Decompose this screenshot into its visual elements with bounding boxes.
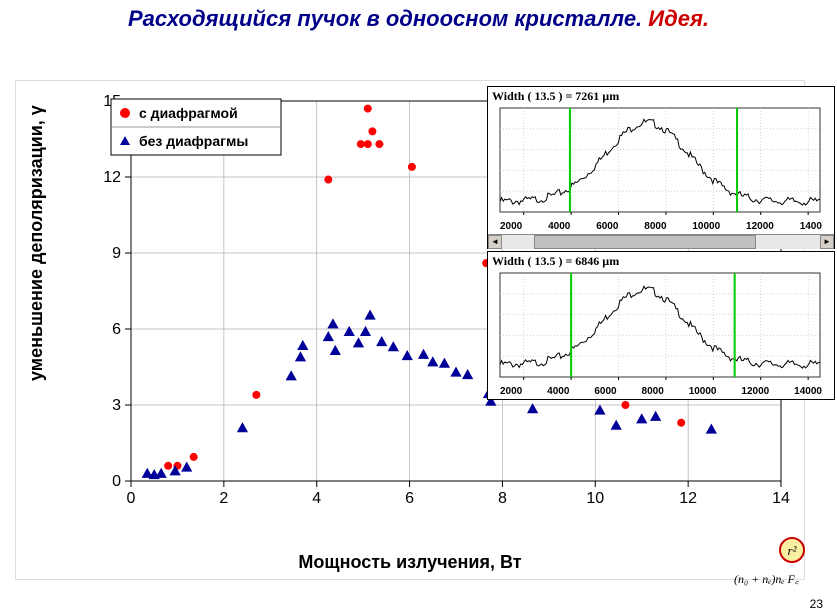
r-squared-badge: r² — [779, 537, 805, 563]
svg-text:с диафрагмой: с диафрагмой — [139, 105, 238, 121]
svg-text:6: 6 — [112, 321, 121, 338]
svg-text:0: 0 — [112, 473, 121, 490]
title-accent: Идея. — [648, 6, 709, 31]
inset-container: Width ( 13.5 ) = 7261 µm 200040006000800… — [487, 86, 835, 402]
svg-text:9: 9 — [112, 245, 121, 262]
svg-text:12: 12 — [103, 169, 121, 186]
inset-2-header: Width ( 13.5 ) = 6846 µm — [488, 252, 834, 271]
page-title: Расходящийся пучок в одноосном кристалле… — [0, 6, 837, 32]
inset-1-scrollbar[interactable]: ◄ ► — [488, 234, 834, 248]
svg-text:0: 0 — [127, 490, 136, 507]
title-main: Расходящийся пучок в одноосном кристалле… — [128, 6, 642, 31]
inset-2: Width ( 13.5 ) = 6846 µm 200040006000800… — [487, 251, 835, 400]
page-number: 23 — [810, 597, 823, 611]
scroll-right-icon[interactable]: ► — [820, 235, 834, 249]
svg-text:14: 14 — [772, 490, 790, 507]
inset-1-header: Width ( 13.5 ) = 7261 µm — [488, 87, 834, 106]
inset-1: Width ( 13.5 ) = 7261 µm 200040006000800… — [487, 86, 835, 249]
x-axis-label: Мощность излучения, Вт — [16, 552, 804, 573]
inset-2-ticks: 2000400060008000100001200014000 — [488, 386, 834, 399]
svg-text:без диафрагмы: без диафрагмы — [139, 133, 248, 149]
svg-text:6: 6 — [405, 490, 414, 507]
scroll-track[interactable] — [502, 235, 820, 249]
y-axis-label: уменьшение деполяризации, γ — [26, 105, 47, 381]
svg-text:3: 3 — [112, 397, 121, 414]
svg-text:12: 12 — [679, 490, 697, 507]
svg-text:4: 4 — [312, 490, 321, 507]
inset-1-ticks: 200040006000800010000120001400 — [488, 221, 834, 234]
formula-fragment: (n₀ + nₑ)nₑ F꜀ — [734, 570, 799, 587]
scroll-left-icon[interactable]: ◄ — [488, 235, 502, 249]
inset-1-svg — [488, 106, 832, 216]
inset-2-svg — [488, 271, 832, 381]
svg-text:2: 2 — [219, 490, 228, 507]
scroll-thumb[interactable] — [534, 235, 757, 249]
svg-text:8: 8 — [498, 490, 507, 507]
svg-text:10: 10 — [586, 490, 604, 507]
